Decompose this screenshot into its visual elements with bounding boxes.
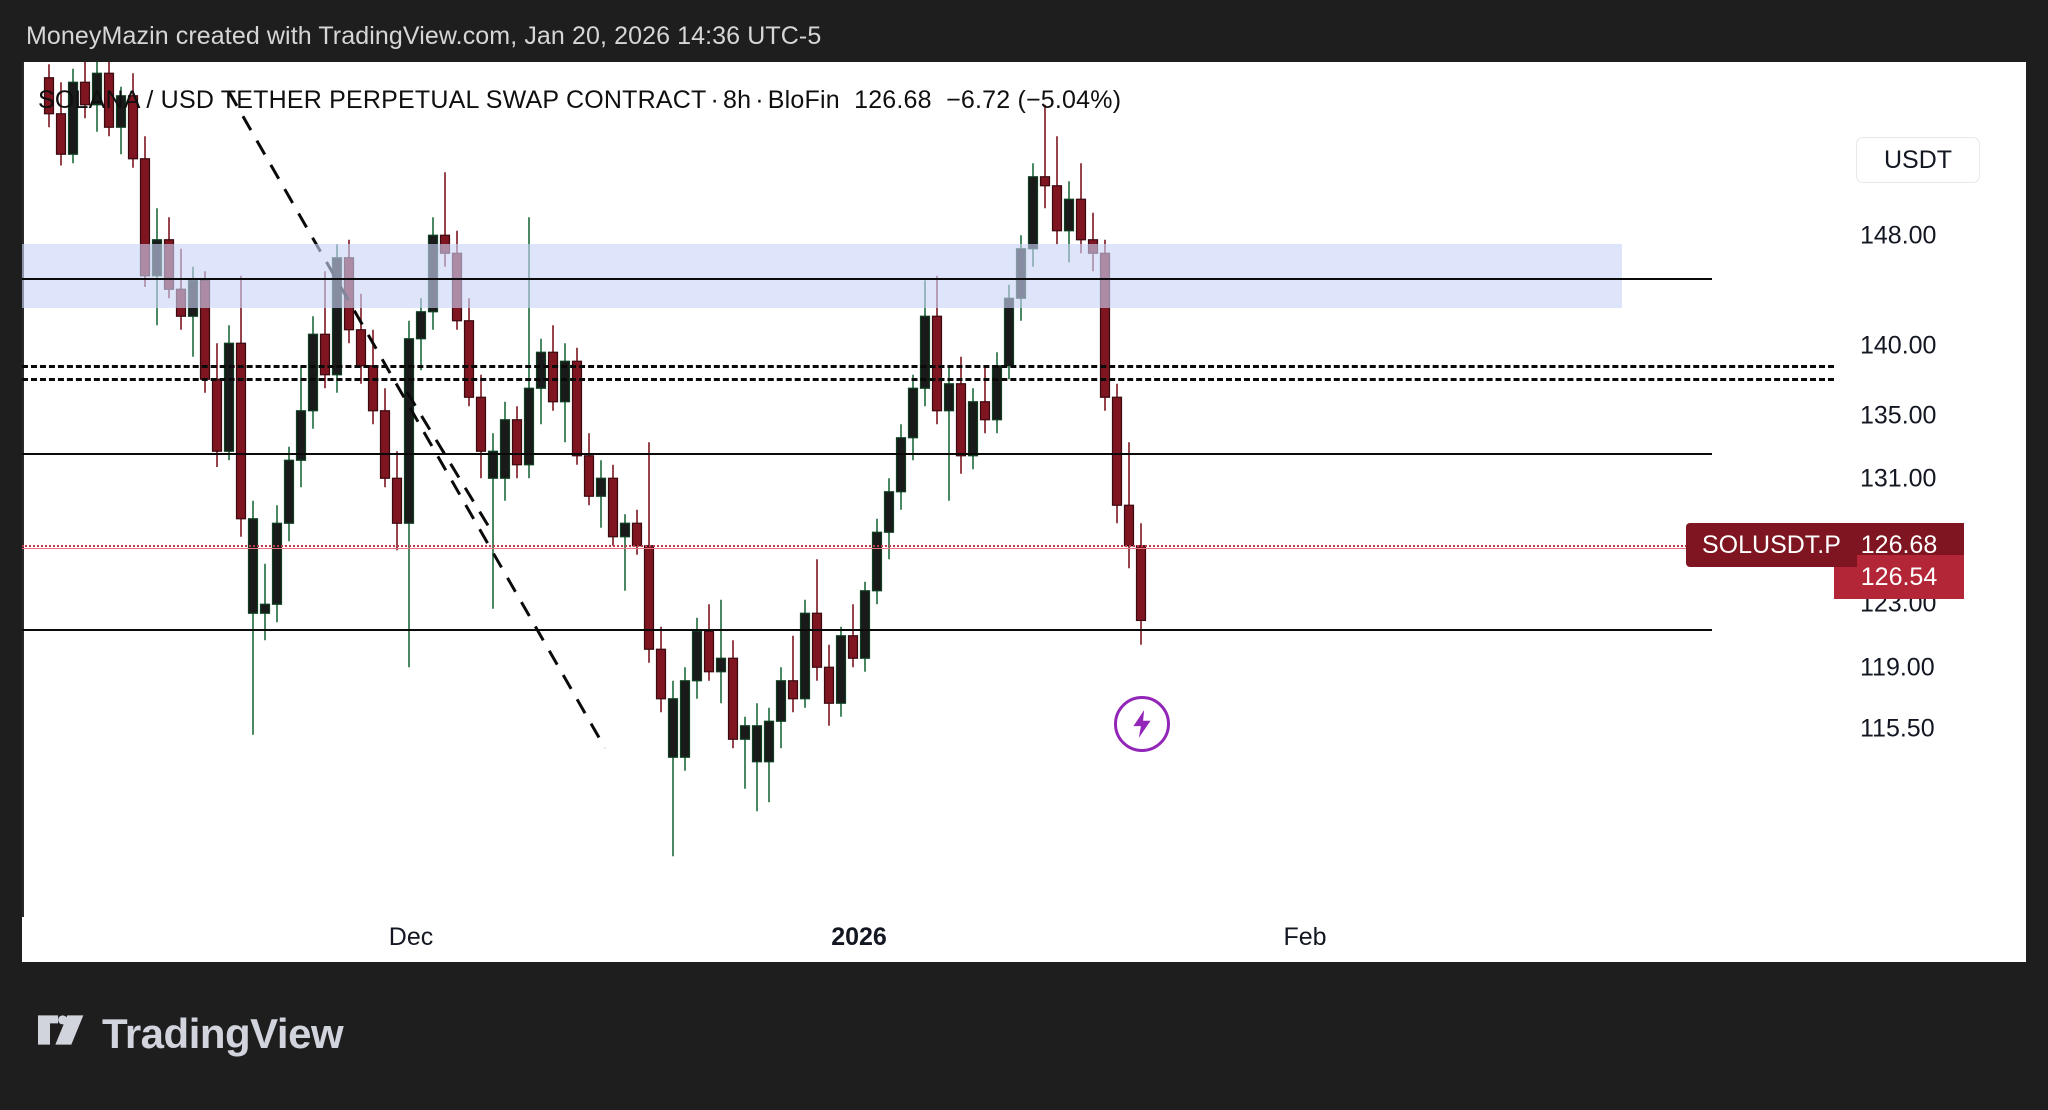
time-tick-dec: Dec — [388, 923, 434, 951]
time-tick-2026: 2026 — [831, 923, 887, 951]
tradingview-wordmark: TradingView — [102, 1010, 344, 1057]
time-axis[interactable]: Dec 2026 Feb — [22, 917, 1834, 962]
chart-panel: Dec 2026 Feb USDT 148.00 140.00 135.00 131.00… — [22, 62, 2026, 962]
price-tick-119-00: 119.00 — [1860, 653, 1935, 682]
support-line-lower[interactable] — [22, 629, 1712, 631]
tradingview-mark-icon — [38, 1015, 84, 1045]
descending-trendline-1[interactable] — [227, 91, 607, 749]
legend-separator-1: · — [710, 86, 719, 114]
candlestick-series — [43, 62, 1147, 857]
price-tick-148-00: 148.00 — [1860, 221, 1937, 250]
price-tick-135-00: 135.00 — [1860, 401, 1937, 430]
footer-bar — [0, 962, 2048, 1110]
chart-plot-area[interactable] — [22, 62, 1834, 917]
price-tick-140-00: 140.00 — [1860, 331, 1937, 360]
legend-symbol-description[interactable]: SOLANA / USD TETHER PERPETUAL SWAP CONTR… — [38, 86, 707, 114]
legend-exchange[interactable]: BloFin — [767, 86, 840, 114]
legend-change-absolute: −6.72 — [946, 86, 1011, 114]
lightning-bolt-glyph — [1133, 710, 1151, 738]
symbol-price-pill[interactable]: SOLUSDT.P — [1686, 523, 1857, 567]
plot-left-border — [22, 62, 24, 917]
price-line-dotted[interactable] — [22, 545, 1834, 547]
time-tick-feb: Feb — [1283, 923, 1327, 951]
tradingview-logo[interactable]: TradingView — [38, 1010, 344, 1058]
supply-zone-rect[interactable] — [22, 244, 1622, 308]
watermark-attribution: MoneyMazin created with TradingView.com,… — [26, 22, 822, 50]
chart-legend[interactable]: SOLANA / USD TETHER PERPETUAL SWAP CONTR… — [38, 86, 1121, 115]
mark-price-line[interactable] — [22, 548, 1834, 549]
resistance-dashed-upper[interactable] — [22, 365, 1834, 368]
price-tick-115-50: 115.50 — [1860, 714, 1935, 743]
resistance-line-upper[interactable] — [22, 278, 1712, 280]
price-axis[interactable]: USDT 148.00 140.00 135.00 131.00 123.00 119.0… — [1834, 62, 2026, 962]
legend-last-price: 126.68 — [854, 86, 932, 114]
legend-change-percent: (−5.04%) — [1017, 86, 1122, 114]
support-line-mid[interactable] — [22, 453, 1712, 455]
resistance-dashed-lower[interactable] — [22, 378, 1834, 381]
currency-badge-usdt[interactable]: USDT — [1856, 137, 1980, 183]
legend-interval[interactable]: 8h — [722, 86, 752, 114]
legend-separator-2: · — [755, 86, 764, 114]
price-tick-131-00: 131.00 — [1860, 464, 1937, 493]
lightning-bolt-icon[interactable] — [1114, 696, 1170, 752]
